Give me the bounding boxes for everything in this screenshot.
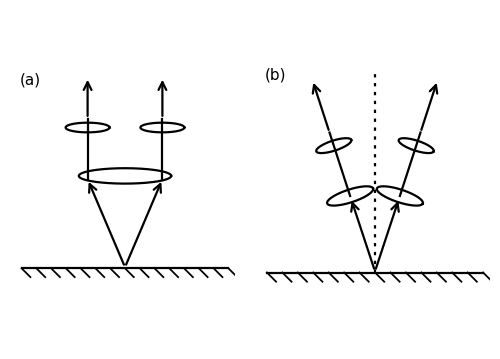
- Text: (b): (b): [264, 68, 286, 83]
- Text: (a): (a): [20, 73, 40, 88]
